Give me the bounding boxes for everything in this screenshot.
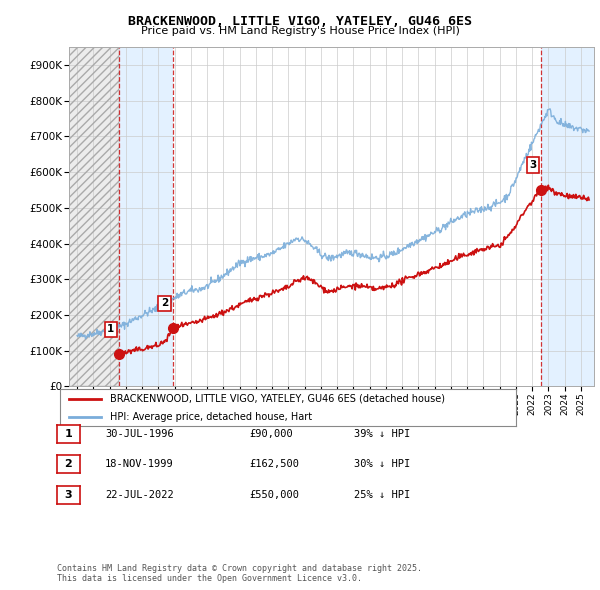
Text: BRACKENWOOD, LITTLE VIGO, YATELEY, GU46 6ES: BRACKENWOOD, LITTLE VIGO, YATELEY, GU46 … [128,15,472,28]
Text: Price paid vs. HM Land Registry's House Price Index (HPI): Price paid vs. HM Land Registry's House … [140,26,460,36]
Bar [541,47,594,386]
Text: 1: 1 [65,429,72,438]
Text: 39% ↓ HPI: 39% ↓ HPI [354,429,410,438]
Text: 22-JUL-2022: 22-JUL-2022 [105,490,174,500]
Text: HPI: Average price, detached house, Hart: HPI: Average price, detached house, Hart [110,412,312,422]
Text: £550,000: £550,000 [249,490,299,500]
Text: 2: 2 [161,299,168,309]
Text: Contains HM Land Registry data © Crown copyright and database right 2025.
This d: Contains HM Land Registry data © Crown c… [57,563,422,583]
Text: 18-NOV-1999: 18-NOV-1999 [105,460,174,469]
Bar [119,47,173,386]
Text: £162,500: £162,500 [249,460,299,469]
Text: £90,000: £90,000 [249,429,293,438]
Text: 30-JUL-1996: 30-JUL-1996 [105,429,174,438]
Bar [69,47,119,386]
Bar [69,47,119,386]
Text: 3: 3 [529,160,536,170]
Text: 1: 1 [107,324,115,335]
Text: 2: 2 [65,460,72,469]
Text: 30% ↓ HPI: 30% ↓ HPI [354,460,410,469]
Text: 3: 3 [65,490,72,500]
Text: 25% ↓ HPI: 25% ↓ HPI [354,490,410,500]
Text: BRACKENWOOD, LITTLE VIGO, YATELEY, GU46 6ES (detached house): BRACKENWOOD, LITTLE VIGO, YATELEY, GU46 … [110,394,445,404]
